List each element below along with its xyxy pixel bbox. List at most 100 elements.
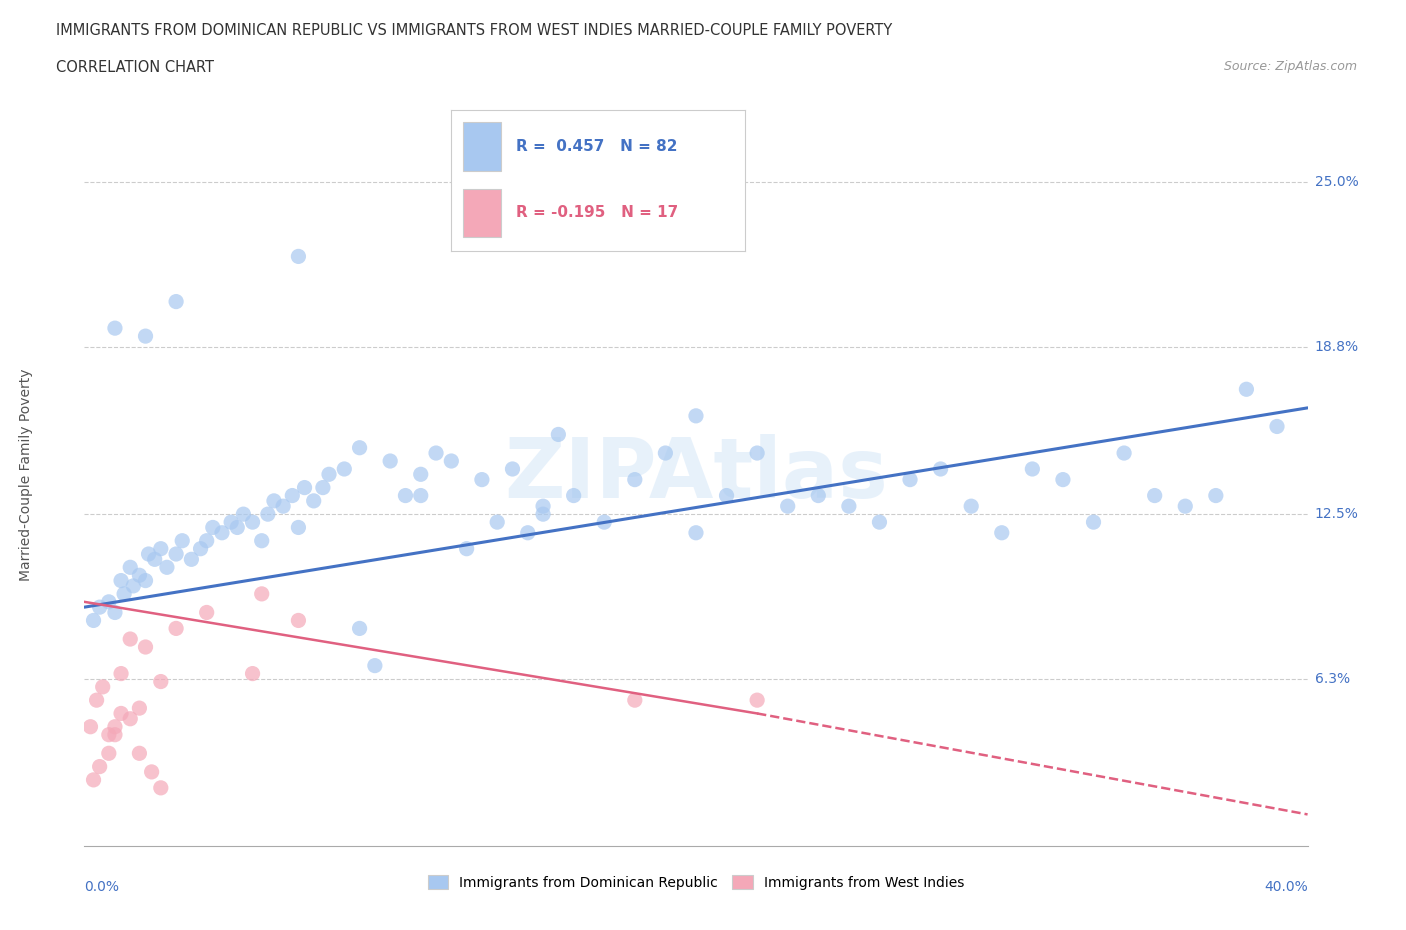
Text: 18.8%: 18.8%: [1315, 339, 1358, 353]
Point: [1174, 498, 1197, 513]
Point: [79, 719, 101, 734]
Point: [110, 706, 132, 721]
Point: [364, 658, 387, 673]
Point: [97, 594, 120, 609]
Text: Source: ZipAtlas.com: Source: ZipAtlas.com: [1223, 60, 1357, 73]
Point: [195, 533, 218, 548]
Point: [349, 440, 371, 455]
Point: [869, 514, 891, 529]
Point: [425, 445, 447, 460]
Point: [312, 480, 335, 495]
Point: [104, 605, 127, 620]
Point: [190, 541, 212, 556]
Point: [1205, 488, 1227, 503]
Point: [219, 514, 242, 529]
Point: [333, 461, 356, 476]
Text: 25.0%: 25.0%: [1315, 175, 1358, 189]
Point: [807, 488, 830, 503]
Point: [1083, 514, 1105, 529]
Point: [165, 621, 187, 636]
Point: [263, 494, 285, 509]
Point: [128, 746, 150, 761]
Point: [128, 700, 150, 715]
Point: [135, 640, 157, 655]
Point: [250, 587, 273, 602]
Point: [112, 587, 135, 602]
Point: [898, 472, 921, 487]
Legend: Immigrants from Dominican Republic, Immigrants from West Indies: Immigrants from Dominican Republic, Immi…: [422, 870, 970, 896]
Point: [776, 498, 799, 513]
Text: IMMIGRANTS FROM DOMINICAN REPUBLIC VS IMMIGRANTS FROM WEST INDIES MARRIED-COUPLE: IMMIGRANTS FROM DOMINICAN REPUBLIC VS IM…: [56, 23, 893, 38]
Point: [531, 498, 554, 513]
Point: [624, 693, 647, 708]
Point: [122, 578, 145, 593]
Point: [97, 727, 120, 742]
Text: 6.3%: 6.3%: [1315, 671, 1350, 686]
Point: [195, 605, 218, 620]
Point: [232, 507, 254, 522]
Point: [120, 560, 142, 575]
Point: [349, 621, 371, 636]
Point: [1052, 472, 1074, 487]
Point: [172, 533, 194, 548]
Point: [120, 711, 142, 726]
Point: [318, 467, 340, 482]
Text: CORRELATION CHART: CORRELATION CHART: [56, 60, 214, 75]
Point: [287, 249, 309, 264]
Point: [1114, 445, 1136, 460]
Text: 12.5%: 12.5%: [1315, 507, 1358, 521]
Point: [110, 573, 132, 588]
Point: [1021, 461, 1043, 476]
Point: [165, 294, 187, 309]
Point: [120, 631, 142, 646]
Point: [409, 467, 432, 482]
Point: [440, 454, 463, 469]
Point: [128, 568, 150, 583]
Point: [89, 759, 111, 774]
Point: [250, 533, 273, 548]
Point: [838, 498, 860, 513]
Point: [83, 613, 105, 628]
Point: [89, 600, 111, 615]
Point: [486, 514, 509, 529]
Point: [294, 480, 316, 495]
Point: [471, 472, 494, 487]
Point: [201, 520, 224, 535]
Point: [180, 551, 202, 566]
Point: [211, 525, 233, 540]
Point: [531, 507, 554, 522]
Point: [110, 666, 132, 681]
Text: Married-Couple Family Poverty: Married-Couple Family Poverty: [18, 368, 32, 580]
Point: [271, 498, 294, 513]
Point: [135, 328, 157, 343]
Point: [138, 547, 160, 562]
Point: [149, 541, 172, 556]
Point: [97, 746, 120, 761]
Point: [287, 613, 309, 628]
Point: [257, 507, 280, 522]
Point: [409, 488, 432, 503]
Text: 40.0%: 40.0%: [1264, 880, 1308, 894]
Point: [104, 727, 127, 742]
Point: [149, 780, 172, 795]
Point: [394, 488, 416, 503]
Point: [242, 514, 264, 529]
Point: [226, 520, 249, 535]
Point: [624, 472, 647, 487]
Point: [135, 573, 157, 588]
Point: [1143, 488, 1166, 503]
Point: [302, 494, 325, 509]
Point: [501, 461, 523, 476]
Point: [745, 445, 768, 460]
Point: [86, 693, 108, 708]
Point: [1234, 382, 1257, 397]
Point: [516, 525, 538, 540]
Point: [91, 680, 114, 695]
Text: ZIPAtlas: ZIPAtlas: [503, 433, 889, 515]
Point: [83, 773, 105, 788]
Point: [456, 541, 478, 556]
Point: [380, 454, 402, 469]
Point: [685, 525, 707, 540]
Text: 0.0%: 0.0%: [84, 880, 120, 894]
Point: [745, 693, 768, 708]
